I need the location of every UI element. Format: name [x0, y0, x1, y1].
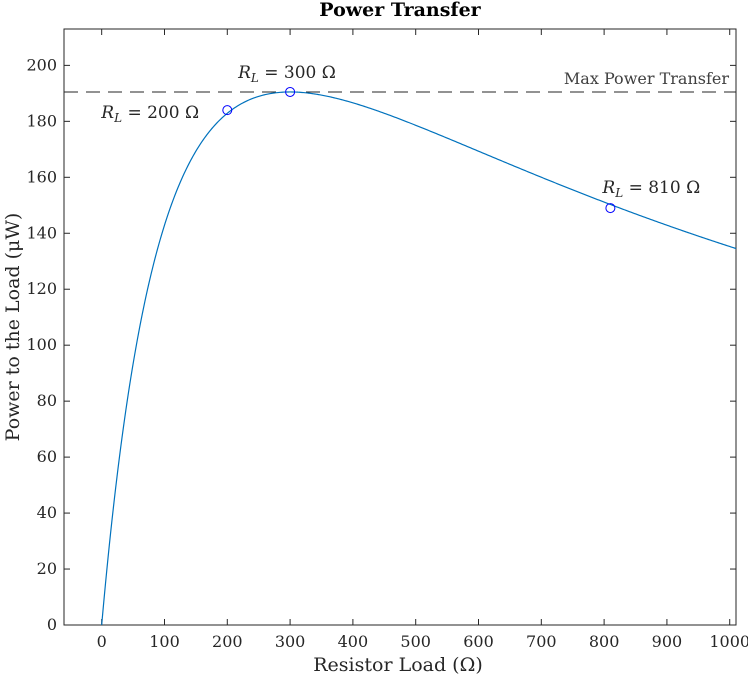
y-tick-label: 20 [37, 559, 57, 578]
x-tick-label: 200 [212, 632, 243, 651]
x-tick-label: 100 [149, 632, 180, 651]
marker-label: RL = 200 Ω [100, 103, 199, 125]
marker-point [285, 86, 296, 97]
markers-group: RL = 200 Ω RL = 300 Ω RL = 810 Ω [100, 63, 700, 214]
x-tick-label: 0 [97, 632, 107, 651]
y-tick-label: 100 [26, 335, 57, 354]
marker-point [605, 203, 616, 214]
y-tick-label: 60 [37, 447, 57, 466]
marker-label: RL = 810 Ω [601, 178, 700, 200]
y-tick-label: 80 [37, 391, 57, 410]
x-tick-label: 600 [463, 632, 494, 651]
y-tick-label: 200 [26, 55, 57, 74]
y-ticks: 0 20 40 60 80 100 120 140 160 180 200 [26, 55, 736, 634]
x-ticks: 0 100 200 300 400 500 600 700 800 900 1000 [97, 29, 748, 651]
series-group [101, 91, 737, 626]
power-curve-line [101, 91, 737, 626]
x-tick-label: 500 [400, 632, 431, 651]
y-tick-label: 120 [26, 279, 57, 298]
x-tick-label: 1000 [709, 632, 748, 651]
chart-title: Power Transfer [319, 0, 481, 21]
x-tick-label: 700 [526, 632, 557, 651]
x-tick-label: 900 [652, 632, 683, 651]
x-tick-label: 800 [589, 632, 620, 651]
y-tick-label: 140 [26, 223, 57, 242]
marker-label: RL = 300 Ω [237, 63, 336, 85]
reference-line-group: Max Power Transfer [64, 69, 736, 93]
x-tick-label: 300 [275, 632, 306, 651]
x-tick-label: 400 [338, 632, 369, 651]
x-axis-label: Resistor Load (Ω) [313, 654, 483, 676]
y-axis-label: Power to the Load (μW) [2, 213, 24, 442]
y-tick-label: 40 [37, 503, 57, 522]
y-tick-label: 180 [26, 111, 57, 130]
y-tick-label: 160 [26, 167, 57, 186]
y-tick-label: 0 [47, 615, 57, 634]
plot-area [63, 28, 737, 626]
max-power-label: Max Power Transfer [564, 69, 729, 88]
marker-point [222, 105, 233, 116]
